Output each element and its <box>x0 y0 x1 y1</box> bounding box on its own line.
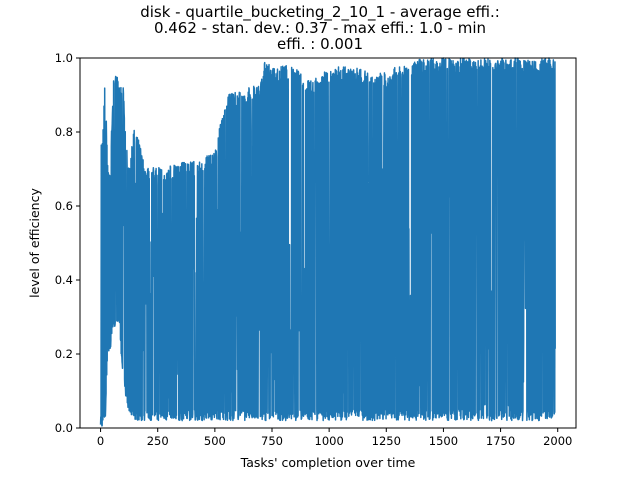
x-tick-label: 500 <box>204 434 226 448</box>
x-tick-label: 1500 <box>429 434 458 448</box>
y-tick-label: 0.4 <box>55 273 73 287</box>
x-tick-label: 750 <box>261 434 283 448</box>
chart-title-line-1: disk - quartile_bucketing_2_10_1 - avera… <box>140 3 500 21</box>
plot-frame <box>79 57 577 429</box>
x-axis-label: Tasks' completion over time <box>240 455 416 470</box>
efficiency-series-line <box>99 57 556 427</box>
x-tick-label: 1750 <box>486 434 515 448</box>
y-tick-label: 0.2 <box>55 347 73 361</box>
y-tick-label: 0.8 <box>55 125 73 139</box>
y-axis-label: level of efficiency <box>27 188 42 298</box>
x-tick-label: 2000 <box>543 434 572 448</box>
y-axis: 0.0 0.2 0.4 0.6 0.8 1.0 <box>55 51 80 435</box>
x-axis: 0 250 500 750 1000 1250 1500 1750 2000 <box>97 428 572 448</box>
x-tick-label: 0 <box>97 434 104 448</box>
chart-title-line-2: 0.462 - stan. dev.: 0.37 - max effi.: 1.… <box>153 19 487 37</box>
x-tick-label: 250 <box>147 434 169 448</box>
x-tick-label: 1250 <box>372 434 401 448</box>
x-tick-label: 1000 <box>315 434 344 448</box>
chart-title-line-3: effi. : 0.001 <box>276 35 364 53</box>
y-tick-label: 1.0 <box>55 51 73 65</box>
y-tick-label: 0.6 <box>55 199 73 213</box>
y-tick-label: 0.0 <box>55 421 73 435</box>
plot-area <box>79 57 577 429</box>
